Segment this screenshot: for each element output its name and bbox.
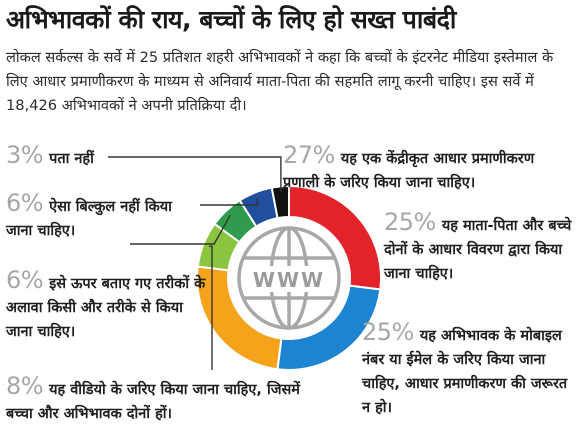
annotation-25b-pct: 25% bbox=[362, 318, 414, 346]
annotation-27: 27% यह एक केंद्रीकृत आधार प्रमाणीकरण प्रण… bbox=[283, 143, 573, 195]
donut-slices bbox=[196, 184, 382, 371]
leader-3 bbox=[108, 156, 282, 193]
annotation-8: 8% यह वीडियो के जरिए किया जाना चाहिए, जिस… bbox=[6, 374, 306, 426]
annotation-6a: 6% ऐसा बिल्कुल नहीं किया जाना चाहिए। bbox=[6, 191, 196, 243]
donut-slice-6 bbox=[270, 184, 290, 220]
annotation-27-text: यह एक केंद्रीकृत आधार प्रमाणीकरण प्रणाली… bbox=[283, 151, 535, 191]
annotation-27-pct: 27% bbox=[283, 141, 335, 169]
www-box bbox=[249, 266, 329, 292]
headline: अभिभावकों की राय, बच्चों के लिए हो सख्त … bbox=[6, 5, 456, 34]
annotation-3-text: पता नहीं bbox=[49, 151, 94, 167]
www-text: WWW bbox=[253, 268, 325, 292]
annotation-6b: 6% इसे ऊपर बताए गए तरीकों के अलावा किसी औ… bbox=[6, 268, 206, 344]
annotation-6b-text: इसे ऊपर बताए गए तरीकों के अलावा किसी और … bbox=[6, 276, 206, 340]
annotation-25a-text: यह माता-पिता और बच्चे दोनों के आधार विवर… bbox=[384, 218, 572, 282]
leader-6a bbox=[200, 198, 259, 206]
annotation-25b: 25% यह अभिभावक के मोबाइल नंबर या ईमेल के … bbox=[362, 320, 574, 420]
annotation-6b-pct: 6% bbox=[6, 266, 44, 294]
intro-paragraph: लोकल सर्कल्स के सर्वे में 25 प्रतिशत शहर… bbox=[6, 49, 554, 114]
annotation-25b-text: यह अभिभावक के मोबाइल नंबर या ईमेल के जरि… bbox=[362, 328, 568, 416]
annotation-25a: 25% यह माता-पिता और बच्चे दोनों के आधार व… bbox=[384, 210, 574, 286]
annotation-6a-pct: 6% bbox=[6, 189, 44, 217]
annotation-8-pct: 8% bbox=[6, 372, 44, 400]
annotation-25a-pct: 25% bbox=[384, 208, 436, 236]
annotation-6a-text: ऐसा बिल्कुल नहीं किया जाना चाहिए। bbox=[6, 199, 172, 239]
annotation-3-pct: 3% bbox=[6, 141, 44, 169]
leader-8 bbox=[209, 245, 213, 370]
leader-lines bbox=[108, 156, 282, 370]
annotation-8-text: यह वीडियो के जरिए किया जाना चाहिए, जिसमे… bbox=[6, 382, 300, 422]
annotation-3: 3% पता नहीं bbox=[6, 143, 126, 171]
leader-6b bbox=[130, 214, 231, 245]
